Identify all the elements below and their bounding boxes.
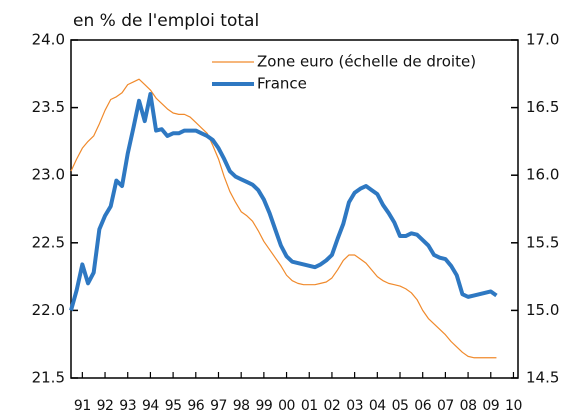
x-tick-label: 06	[414, 398, 431, 414]
series-line	[69, 92, 498, 311]
x-tick-label: 99	[255, 398, 272, 414]
x-tick-label: 93	[119, 398, 136, 414]
plot-frame	[70, 39, 519, 379]
x-tick-label: 01	[301, 398, 318, 414]
x-tick-label: 10	[505, 398, 522, 414]
y2-tick-label: 17.0	[526, 31, 559, 49]
x-tick-label: 03	[346, 398, 363, 414]
x-tick-label: 92	[97, 398, 114, 414]
y-tick-label: 23.0	[32, 166, 65, 184]
y-tick-label: 22.5	[32, 233, 65, 251]
legend-label: France	[257, 75, 307, 93]
x-tick-label: 02	[324, 398, 341, 414]
x-tick-label: 07	[437, 398, 454, 414]
x-tick-label: 08	[460, 398, 477, 414]
y-axis-label: en % de l'emploi total	[73, 11, 259, 31]
x-tick-label: 91	[74, 398, 91, 414]
y2-tick-label: 16.5	[526, 98, 559, 116]
x-tick-label: 04	[369, 398, 386, 414]
x-tick-label: 09	[482, 398, 499, 414]
x-tick-label: 00	[278, 398, 295, 414]
x-tick-label: 97	[210, 398, 227, 414]
series-line	[70, 78, 497, 359]
x-tick-label: 05	[392, 398, 409, 414]
y2-tick-label: 16.0	[526, 166, 559, 184]
y-tick-label: 22.0	[32, 301, 65, 319]
y-tick-label: 23.5	[32, 98, 65, 116]
y-tick-label: 21.5	[32, 369, 65, 387]
y2-tick-label: 15.5	[526, 233, 559, 251]
y2-tick-label: 14.5	[526, 369, 559, 387]
x-tick-label: 96	[187, 398, 204, 414]
y-tick-label: 24.0	[32, 31, 65, 49]
x-tick-label: 98	[233, 398, 250, 414]
legend-label: Zone euro (échelle de droite)	[257, 53, 476, 71]
x-tick-label: 94	[142, 398, 159, 414]
x-tick-label: 95	[165, 398, 182, 414]
y2-tick-label: 15.0	[526, 301, 559, 319]
